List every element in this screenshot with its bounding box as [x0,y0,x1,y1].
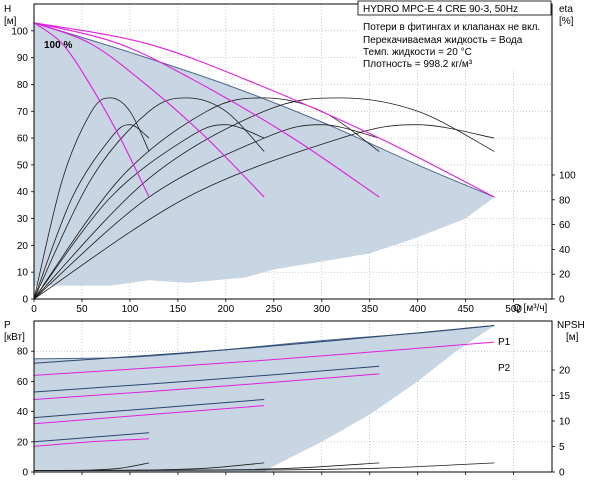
qh-curves [33,22,495,300]
y-tick-label: 20 [17,241,29,252]
qp-y-label-right-2: [м] [566,332,579,343]
p2-curve [33,341,495,376]
qp-y-label-left-2: [кВт] [4,332,25,343]
right-tick-label: 100 [559,171,576,182]
qp-y-label-left-1: P [4,320,11,331]
notes-box [358,18,551,70]
title-box [357,0,552,16]
x-tick-label: 350 [361,304,378,315]
x-tick-label: 0 [31,304,37,315]
chart-title: HYDRO MPC-E 4 CRE 90-3, 50Hz [363,4,518,15]
right-tick-label: 5 [559,442,565,453]
p1-curve [33,432,150,443]
qp-y-label-right-1: NPSH [557,320,585,331]
y-tick-label: 0 [22,295,28,306]
note-line: Перекачиваемая жидкость = Вода [363,35,523,46]
note-line: Потери в фитингах и клапанах не вкл. [363,21,540,33]
y-tick-label: 60 [17,134,29,145]
qh-annotation: 100 % [44,40,72,51]
right-tick-label: 10 [559,417,571,428]
qh-y-label-left-2: [м] [4,16,17,27]
y-tick-label: 80 [17,80,29,91]
qp-curves [33,325,495,471]
right-tick-label: 20 [559,270,571,281]
right-tick-label: 0 [559,468,565,479]
qh-tick-labels: 0 10 20 30 40 50 60 70 80 90 100 0 20 40 60 80 100 0 50 100… [11,26,576,315]
efficiency-curve [33,124,265,300]
qh-y-label-left-1: H [4,4,11,15]
right-tick-label: 80 [559,195,571,206]
efficiency-curve [33,97,265,300]
x-tick-label: 300 [313,304,330,315]
note-line: Плотность = 998.2 кг/м³ [363,59,473,70]
right-tick-label: 0 [559,295,565,306]
y-tick-label: 10 [17,268,29,279]
head-curve [33,22,265,198]
y-tick-label: 100 [11,26,28,37]
y-tick-label: 30 [17,214,29,225]
efficiency-curve [33,124,380,300]
note-line: Темп. жидкости = 20 °C [363,47,472,58]
y-tick-label: 60 [17,377,29,388]
y-tick-label: 50 [17,160,29,171]
p1-curve [33,325,495,364]
series-label-p2: P2 [498,363,511,374]
p1-curve [33,365,380,393]
qh-y-label-right-2: [%] [559,16,574,27]
x-tick-label: 250 [265,304,282,315]
head-curve [33,22,150,198]
efficiency-curve [33,124,150,300]
y-tick-label: 90 [17,53,29,64]
efficiency-curve [33,124,495,300]
y-tick-label: 80 [17,347,29,358]
p2-curve [33,438,150,447]
qh-plot-frame [33,3,553,300]
right-tick-label: 20 [559,366,571,377]
x-tick-label: 150 [170,304,187,315]
qp-tick-labels: 0 20 40 60 80 0 5 10 15 20 [17,347,571,479]
x-tick-label: 100 [122,304,139,315]
y-tick-label: 20 [17,437,29,448]
qh-panel: 0 10 20 30 40 50 60 70 80 90 100 0 20 40 60 80 100 0 50 100… [4,0,576,315]
series-label-p1: P1 [498,337,511,348]
qh-x-label: Q [м³/ч] [513,303,548,314]
y-tick-label: 0 [22,468,28,479]
head-curve [33,22,380,198]
p2-curve [33,373,380,400]
npsh-curve [33,462,495,471]
x-tick-label: 200 [218,304,235,315]
p2-curve [33,405,265,425]
qp-panel: 0 20 40 60 80 0 5 10 15 20 P [кВт] NPSH [м] P1 P2 [4,320,585,479]
qh-y-label-right-1: eta [559,4,573,15]
x-tick-label: 50 [76,304,88,315]
qp-envelope-area [34,325,495,472]
y-tick-label: 40 [17,187,29,198]
efficiency-curve [33,97,495,300]
x-tick-label: 500 [505,304,522,315]
p1-curve [33,399,265,419]
right-tick-label: 15 [559,391,571,402]
envelope-edge [33,22,495,198]
y-tick-label: 40 [17,407,29,418]
qp-plot-frame [33,320,553,473]
right-tick-label: 40 [559,245,571,256]
x-tick-label: 400 [409,304,426,315]
right-tick-label: 60 [559,220,571,231]
x-tick-label: 450 [457,304,474,315]
efficiency-curve [33,97,150,300]
head-curve [33,22,495,198]
y-tick-label: 70 [17,107,29,118]
